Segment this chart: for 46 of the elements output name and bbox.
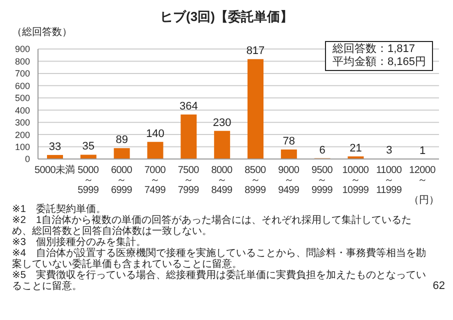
y-tick-label: 500: [14, 93, 30, 104]
x-tick-label: 5000～5999: [78, 165, 100, 196]
data-label: 21: [350, 142, 362, 154]
data-label: 364: [179, 100, 198, 113]
y-tick-label: 800: [14, 56, 30, 66]
data-label: 78: [282, 135, 296, 148]
x-tick-label: 12000～: [409, 165, 436, 186]
y-tick-label: 700: [14, 68, 30, 79]
data-label: 230: [212, 116, 232, 129]
y-axis-title: （総回答数）: [11, 26, 73, 38]
summary-box: 総回答数：1,817 平均金額：8,165円: [325, 41, 433, 71]
x-tick-label: 7500～7999: [178, 165, 200, 196]
annotation: 平均金額：8,165円: [332, 56, 426, 69]
annotation: 総回答数：1,817: [332, 43, 416, 56]
text: 62: [432, 280, 445, 292]
data-label: 6: [319, 144, 326, 156]
data-label: 89: [116, 134, 128, 146]
x-tick-label: 6000～6999: [111, 165, 133, 196]
y-tick-label: 300: [14, 118, 30, 128]
y-tick-label: 600: [14, 80, 30, 91]
x-tick-label: 8500～8999: [244, 165, 266, 196]
data-label: 1: [420, 144, 426, 157]
x-tick-label: 10000～10999: [342, 165, 370, 196]
y-tick-label: 200: [14, 130, 30, 140]
text: ※4 自治体が設置する医療機関で接種を実施していることから、問診料・事務費等相当を勘案していない委託単価も含まれていることに留意。: [12, 248, 427, 270]
data-label: 33: [48, 140, 62, 153]
x-tick-label: 7000～7499: [144, 165, 166, 196]
text: ※5 実費徴収を行っている場合、総接種費用は委託単価に実費負担を加えたものとなっていることに留意。: [12, 270, 427, 292]
x-tick-label: 9000～9499: [278, 165, 300, 196]
text: ※3 個別接種分のみを集計。: [12, 237, 146, 248]
data-label: 3: [386, 144, 392, 157]
data-label: 35: [82, 140, 95, 153]
x-tick-label: 11000～11999: [376, 165, 402, 196]
data-label: 140: [146, 128, 164, 140]
y-tick-label: 900: [14, 44, 30, 54]
text: ※2 1自治体から複数の単価の回答があった場合には、それぞれ採用して集計しているため、総回答数と回答自治体数は一致しない。: [12, 215, 413, 237]
x-tick-label: 5000未満: [34, 164, 76, 176]
text: ※1 委託契約単価。: [12, 204, 106, 215]
data-label: 817: [246, 45, 265, 58]
x-tick-label: 9500～9999: [312, 165, 334, 196]
chart-title: ヒブ(3回)【委託単価】: [159, 8, 294, 25]
y-tick-label: 0: [24, 154, 30, 164]
x-tick-label: 8000～8499: [211, 165, 234, 196]
y-tick-label: 100: [14, 142, 30, 152]
y-tick-label: 400: [14, 105, 30, 116]
x-axis-title: （円）: [409, 195, 439, 206]
